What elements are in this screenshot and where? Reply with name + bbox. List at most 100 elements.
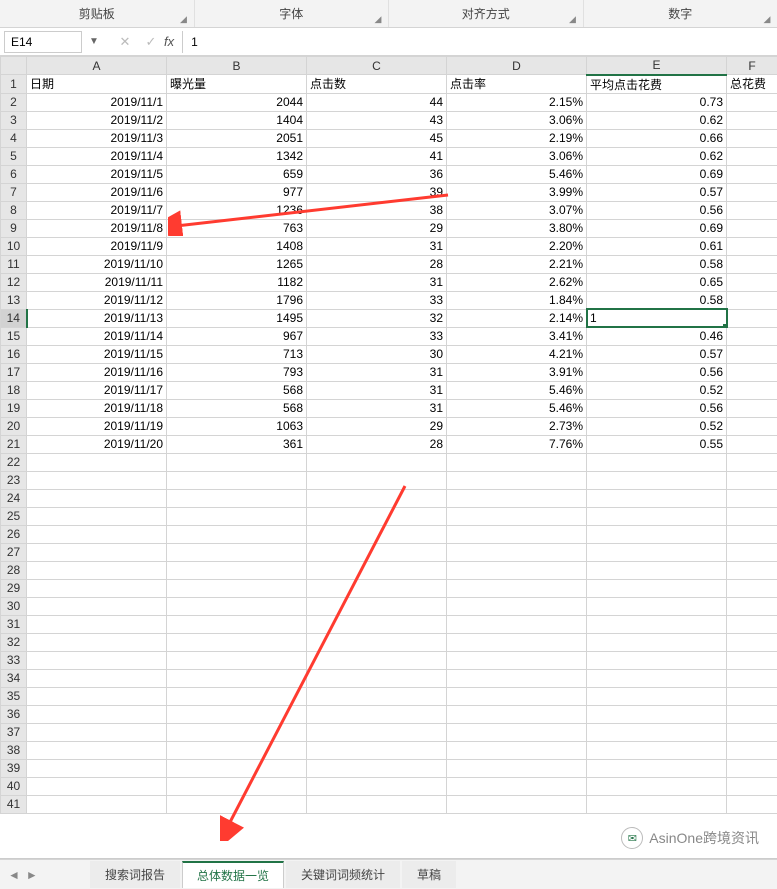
sheet-tab[interactable]: 关键词词频统计: [286, 861, 400, 888]
cell[interactable]: [727, 291, 777, 309]
cell[interactable]: [727, 633, 777, 651]
cell[interactable]: [27, 579, 167, 597]
row-header[interactable]: 30: [1, 597, 27, 615]
cell[interactable]: [587, 471, 727, 489]
row-header[interactable]: 39: [1, 759, 27, 777]
cell[interactable]: [307, 543, 447, 561]
cell[interactable]: [727, 129, 777, 147]
cell[interactable]: 977: [167, 183, 307, 201]
cell[interactable]: [27, 633, 167, 651]
cell[interactable]: [167, 741, 307, 759]
cell[interactable]: 2.62%: [447, 273, 587, 291]
cell[interactable]: [307, 489, 447, 507]
cell[interactable]: 2019/11/19: [27, 417, 167, 435]
cell[interactable]: 0.69: [587, 165, 727, 183]
cell[interactable]: 45: [307, 129, 447, 147]
cell[interactable]: [167, 453, 307, 471]
cell[interactable]: [447, 777, 587, 795]
cell[interactable]: [307, 669, 447, 687]
cell[interactable]: [167, 525, 307, 543]
cell[interactable]: 0.52: [587, 417, 727, 435]
cell[interactable]: 点击数: [307, 75, 447, 94]
cell[interactable]: [587, 723, 727, 741]
cell[interactable]: [167, 543, 307, 561]
cell[interactable]: [307, 471, 447, 489]
cell[interactable]: 0.66: [587, 129, 727, 147]
cell[interactable]: [587, 669, 727, 687]
cell[interactable]: 2.21%: [447, 255, 587, 273]
row-header[interactable]: 37: [1, 723, 27, 741]
cell[interactable]: [727, 183, 777, 201]
cell[interactable]: [167, 723, 307, 741]
cell[interactable]: [307, 579, 447, 597]
cell[interactable]: [167, 615, 307, 633]
cell[interactable]: [587, 453, 727, 471]
cell[interactable]: 31: [307, 237, 447, 255]
cell[interactable]: [27, 777, 167, 795]
row-header[interactable]: 15: [1, 327, 27, 345]
cell[interactable]: [447, 633, 587, 651]
cell[interactable]: [27, 615, 167, 633]
row-header[interactable]: 2: [1, 93, 27, 111]
cell[interactable]: [447, 525, 587, 543]
confirm-icon[interactable]: ✓: [138, 34, 164, 50]
cell[interactable]: 0.65: [587, 273, 727, 291]
cell[interactable]: [727, 219, 777, 237]
cell[interactable]: [727, 93, 777, 111]
cell[interactable]: 28: [307, 255, 447, 273]
cell[interactable]: 0.52: [587, 381, 727, 399]
cell[interactable]: 4.21%: [447, 345, 587, 363]
cell[interactable]: 29: [307, 417, 447, 435]
cell[interactable]: 43: [307, 111, 447, 129]
row-header[interactable]: 14: [1, 309, 27, 327]
cell[interactable]: 568: [167, 399, 307, 417]
cell[interactable]: [307, 759, 447, 777]
cell[interactable]: [167, 597, 307, 615]
dialog-launcher-icon[interactable]: ◢: [567, 13, 579, 25]
cell[interactable]: [727, 345, 777, 363]
cell[interactable]: [27, 453, 167, 471]
cell[interactable]: [727, 363, 777, 381]
cell[interactable]: 0.58: [587, 255, 727, 273]
cell[interactable]: [27, 741, 167, 759]
cell[interactable]: 2019/11/20: [27, 435, 167, 453]
row-header[interactable]: 7: [1, 183, 27, 201]
cell[interactable]: 29: [307, 219, 447, 237]
fx-icon[interactable]: fx: [164, 34, 174, 49]
cell[interactable]: [167, 777, 307, 795]
cell[interactable]: 5.46%: [447, 399, 587, 417]
cell[interactable]: [587, 579, 727, 597]
dialog-launcher-icon[interactable]: ◢: [761, 13, 773, 25]
cell[interactable]: [307, 705, 447, 723]
cell[interactable]: [727, 723, 777, 741]
cell[interactable]: 2019/11/12: [27, 291, 167, 309]
cell[interactable]: 2019/11/13: [27, 309, 167, 327]
column-header[interactable]: F: [727, 57, 777, 75]
cell[interactable]: [587, 525, 727, 543]
cell[interactable]: 2019/11/11: [27, 273, 167, 291]
cell[interactable]: [447, 651, 587, 669]
cell[interactable]: 日期: [27, 75, 167, 94]
cell[interactable]: 0.56: [587, 399, 727, 417]
cell[interactable]: 3.41%: [447, 327, 587, 345]
cell[interactable]: [167, 489, 307, 507]
cell[interactable]: [727, 237, 777, 255]
cell[interactable]: [587, 633, 727, 651]
cell[interactable]: 1404: [167, 111, 307, 129]
cell[interactable]: [167, 471, 307, 489]
cell[interactable]: [447, 561, 587, 579]
cell[interactable]: 30: [307, 345, 447, 363]
cell[interactable]: [27, 525, 167, 543]
cell[interactable]: 2019/11/18: [27, 399, 167, 417]
cell[interactable]: [727, 111, 777, 129]
row-header[interactable]: 3: [1, 111, 27, 129]
cell[interactable]: [727, 453, 777, 471]
cell[interactable]: [447, 687, 587, 705]
cell[interactable]: [727, 255, 777, 273]
cell[interactable]: [727, 417, 777, 435]
cell[interactable]: [27, 705, 167, 723]
row-header[interactable]: 34: [1, 669, 27, 687]
cell[interactable]: 总花费: [727, 75, 777, 94]
row-header[interactable]: 25: [1, 507, 27, 525]
cell[interactable]: [447, 597, 587, 615]
